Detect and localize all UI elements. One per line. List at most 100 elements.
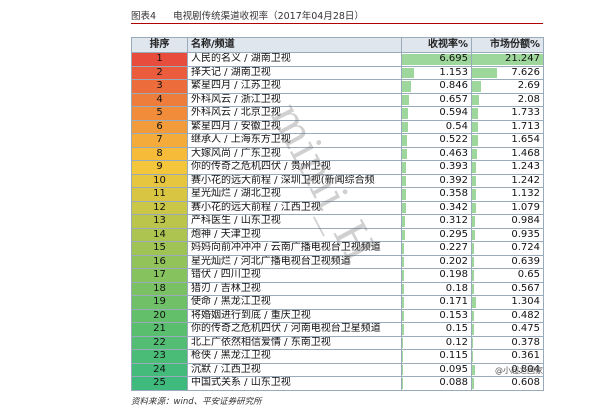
- share-databar: [472, 351, 474, 362]
- share-cell: 1.468: [471, 146, 544, 161]
- table-row: 6 繁星四月 / 安徽卫视 0.54 1.713: [131, 119, 544, 134]
- share-databar: [472, 94, 479, 105]
- share-databar: [472, 121, 478, 132]
- table-header-row: 排序 名称/频道 收视率% 市场份额%: [131, 37, 544, 53]
- share-cell: 0.65: [471, 268, 544, 283]
- rating-databar: [402, 202, 406, 213]
- rating-cell: 0.846: [401, 79, 472, 94]
- rating-databar: [402, 243, 405, 254]
- table-row: 8 大嫁风尚 / 广东卫视 0.463 1.468: [131, 146, 544, 161]
- rank-cell: 12: [131, 200, 188, 215]
- rank-cell: 11: [131, 187, 188, 202]
- table-row: 13 产科医生 / 山东卫视 0.312 0.984: [131, 214, 544, 229]
- rating-cell: 0.463: [401, 146, 472, 161]
- share-value: 2.69: [517, 80, 540, 92]
- rating-databar: [402, 351, 404, 362]
- share-databar: [472, 175, 477, 186]
- name-cell: 繁星四月 / 江苏卫视: [187, 79, 402, 94]
- share-databar: [472, 135, 478, 146]
- caption-rule: [131, 23, 543, 24]
- share-cell: 0.608: [471, 376, 544, 391]
- share-cell: 0.482: [471, 308, 544, 323]
- name-cell: 择天记 / 湖南卫视: [187, 65, 402, 80]
- rating-databar: [402, 108, 409, 119]
- share-databar: [472, 324, 474, 335]
- share-value: 1.713: [511, 120, 540, 132]
- share-databar: [472, 148, 477, 159]
- share-databar: [472, 243, 475, 254]
- share-value: 0.361: [511, 350, 540, 362]
- name-cell: 使命 / 黑龙江卫视: [187, 295, 402, 310]
- rating-value: 0.594: [439, 107, 468, 119]
- table-body: 1 人民的名义 / 湖南卫视 6.695 21.247 2 择天记 / 湖南卫视 1.153…: [131, 52, 544, 391]
- rank-cell: 13: [131, 214, 188, 229]
- share-cell: 1.654: [471, 133, 544, 148]
- rating-databar: [402, 283, 404, 294]
- share-value: 1.243: [511, 161, 540, 173]
- rating-cell: 0.115: [401, 349, 472, 364]
- rating-value: 0.312: [439, 215, 468, 227]
- rating-value: 0.198: [439, 269, 468, 281]
- table-row: 2 择天记 / 湖南卫视 1.153 7.626: [131, 65, 544, 80]
- table-row: 22 北上广依然相信爱情 / 东南卫视 0.12 0.378: [131, 335, 544, 350]
- share-value: 0.804: [511, 363, 540, 375]
- rating-cell: 0.171: [401, 295, 472, 310]
- name-cell: 中国式关系 / 山东卫视: [187, 376, 402, 391]
- share-cell: 1.242: [471, 173, 544, 188]
- rating-cell: 1.153: [401, 65, 472, 80]
- rating-cell: 0.18: [401, 281, 472, 296]
- rating-cell: 0.594: [401, 106, 472, 121]
- share-cell: 1.304: [471, 295, 544, 310]
- rating-cell: 0.522: [401, 133, 472, 148]
- name-cell: 星光灿烂 / 河北广播电视台卫视频道: [187, 254, 402, 269]
- rating-databar: [402, 94, 409, 105]
- share-cell: 1.079: [471, 200, 544, 215]
- share-cell: 2.08: [471, 92, 544, 107]
- name-cell: 将婚姻进行到底 / 重庆卫视: [187, 308, 402, 323]
- share-databar: [472, 378, 475, 389]
- source-note: 资料来源：wind、平安证券研究所: [131, 397, 262, 407]
- share-value: 1.468: [511, 147, 540, 159]
- table-row: 24 沉默 / 江西卫视 0.095 0.804: [131, 362, 544, 377]
- rating-value: 0.095: [439, 363, 468, 375]
- share-value: 0.724: [511, 242, 540, 254]
- rank-cell: 8: [131, 146, 188, 161]
- table-row: 14 炮神 / 天津卫视 0.295 0.935: [131, 227, 544, 242]
- rating-databar: [402, 189, 406, 200]
- share-databar: [472, 54, 543, 65]
- rank-cell: 23: [131, 349, 188, 364]
- share-databar: [472, 229, 476, 240]
- rank-cell: 4: [131, 92, 188, 107]
- rating-value: 0.393: [439, 161, 468, 173]
- name-cell: 你的传奇之危机四伏 / 河南电视台卫星频道: [187, 322, 402, 337]
- rating-databar: [402, 67, 414, 78]
- table-row: 20 将婚姻进行到底 / 重庆卫视 0.153 0.482: [131, 308, 544, 323]
- rating-databar: [402, 81, 411, 92]
- share-databar: [472, 256, 475, 267]
- table-row: 5 外科风云 / 北京卫视 0.594 1.733: [131, 106, 544, 121]
- rank-cell: 19: [131, 295, 188, 310]
- rank-cell: 10: [131, 173, 188, 188]
- rating-cell: 0.358: [401, 187, 472, 202]
- table-row: 3 繁星四月 / 江苏卫视 0.846 2.69: [131, 79, 544, 94]
- table-row: 10 赛小花的远大前程 / 深圳卫视(新闻综合频 0.392 1.242: [131, 173, 544, 188]
- rating-cell: 0.088: [401, 376, 472, 391]
- rank-cell: 15: [131, 241, 188, 256]
- share-value: 21.247: [505, 53, 540, 65]
- rating-value: 0.657: [439, 93, 468, 105]
- rank-cell: 2: [131, 65, 188, 80]
- share-value: 1.654: [511, 134, 540, 146]
- figure-number: 图表4: [131, 11, 157, 22]
- share-value: 0.378: [511, 336, 540, 348]
- figure-caption: 图表4 电视剧传统渠道收视率（2017年04月28日）: [131, 8, 364, 22]
- share-cell: 0.475: [471, 322, 544, 337]
- share-databar: [472, 283, 474, 294]
- share-cell: 0.567: [471, 281, 544, 296]
- table-row: 17 错伏 / 四川卫视 0.198 0.65: [131, 268, 544, 283]
- rating-cell: 6.695: [401, 52, 472, 67]
- share-value: 0.567: [511, 282, 540, 294]
- rating-databar: [402, 378, 404, 389]
- name-cell: 错伏 / 四川卫视: [187, 268, 402, 283]
- share-value: 1.079: [511, 201, 540, 213]
- table-row: 16 星光灿烂 / 河北广播电视台卫视频道 0.202 0.639: [131, 254, 544, 269]
